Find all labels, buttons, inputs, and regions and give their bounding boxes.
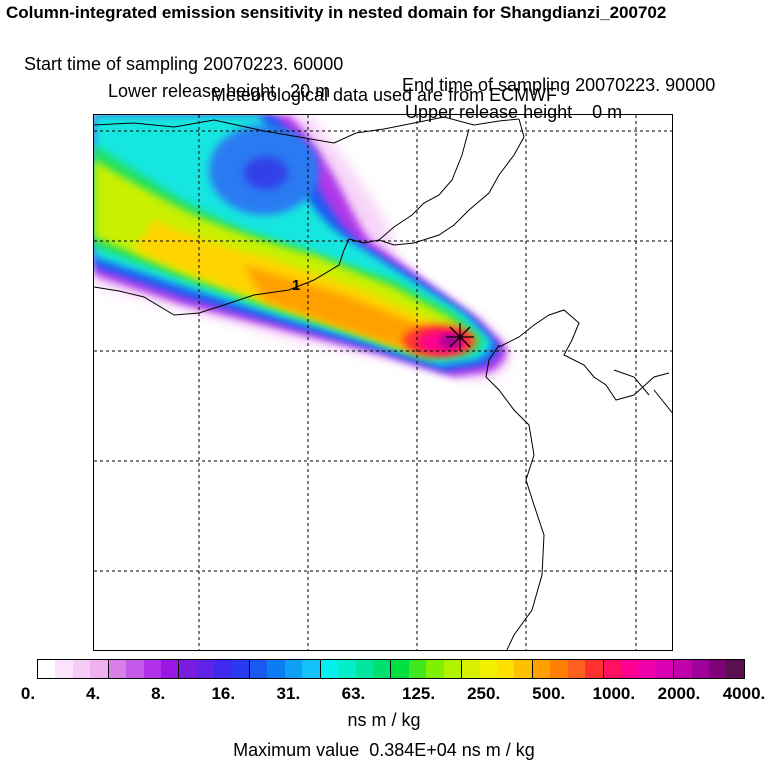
legend-swatch — [214, 660, 232, 678]
release-heights-row: Lower release height 20 m Upper release … — [0, 60, 768, 123]
legend-swatch — [391, 660, 409, 678]
sensitivity-map: 1 — [93, 114, 673, 651]
legend-swatch — [196, 660, 215, 678]
legend-tick-label: 125. — [401, 684, 436, 703]
legend-swatch — [426, 660, 444, 678]
legend-tick-labels: 0. 4. 8. 16. 31. 63. 125. 250. 500. 1000. 2000. 400… — [0, 684, 768, 706]
legend-unit-label: ns m / kg — [347, 710, 421, 730]
legend-swatch — [585, 660, 604, 678]
legend-tick-label: 4. — [85, 684, 101, 703]
legend-swatch — [143, 660, 161, 678]
legend-swatch — [550, 660, 568, 678]
lower-release-label: Lower release height 20 m — [108, 81, 331, 101]
legend-swatch — [250, 660, 268, 678]
legend-swatch — [267, 660, 285, 678]
legend-tick-label: 250. — [467, 684, 501, 703]
contour-label: 1 — [292, 277, 300, 294]
receptor-plus-marker — [446, 323, 474, 351]
legend-swatch — [691, 660, 710, 678]
legend-swatch — [638, 660, 656, 678]
legend-swatch — [284, 660, 303, 678]
legend-swatch — [38, 660, 56, 678]
legend-swatch — [726, 660, 744, 678]
legend-swatch — [709, 660, 727, 678]
legend-swatch — [408, 660, 427, 678]
legend-swatch — [72, 660, 91, 678]
legend-swatch — [90, 660, 109, 678]
legend-swatch — [532, 660, 551, 678]
color-legend — [37, 659, 745, 679]
legend-swatch — [373, 660, 392, 678]
legend-tick-label: 16. — [211, 684, 236, 703]
legend-swatch — [179, 660, 197, 678]
legend-swatch — [338, 660, 356, 678]
legend-tick-label: 1000. — [592, 684, 636, 703]
sampling-times-row: Start time of sampling 20070223. 60000 E… — [0, 33, 768, 96]
legend-swatch — [126, 660, 144, 678]
legend-tick-label: 0. — [20, 684, 36, 703]
legend-swatch — [320, 660, 339, 678]
legend-swatch — [231, 660, 251, 678]
legend-swatch — [655, 660, 675, 678]
legend-swatch — [443, 660, 463, 678]
legend-swatch — [160, 660, 180, 678]
legend-swatch — [479, 660, 497, 678]
legend-tick-label: 500. — [532, 684, 566, 703]
legend-swatch — [603, 660, 621, 678]
legend-tick-label: 4000. — [722, 684, 766, 703]
legend-tick-label: 63. — [341, 684, 366, 703]
legend-swatch — [55, 660, 73, 678]
legend-swatch — [108, 660, 127, 678]
legend-swatch — [496, 660, 515, 678]
legend-swatch — [567, 660, 586, 678]
legend-swatch — [514, 660, 533, 678]
plume-field — [94, 115, 511, 380]
legend-swatch — [462, 660, 480, 678]
end-time-label: End time of sampling 20070223. 90000 — [402, 75, 716, 95]
map-canvas: 1 — [94, 115, 672, 650]
plot-title: Column-integrated emission sensitivity i… — [6, 3, 667, 22]
legend-tick-label: 8. — [151, 684, 166, 703]
legend-swatch — [674, 660, 692, 678]
lat-lon-grid — [94, 115, 672, 650]
maximum-value-label: Maximum value 0.384E+04 ns m / kg — [233, 740, 535, 760]
legend-tick-label: 31. — [276, 684, 301, 703]
legend-swatch — [355, 660, 374, 678]
met-data-label: Meteorological data used are from ECMWF — [210, 85, 558, 105]
legend-swatch — [620, 660, 639, 678]
coastlines-borders — [94, 116, 672, 650]
start-time-label: Start time of sampling 20070223. 60000 — [24, 54, 344, 74]
legend-tick-label: 2000. — [657, 684, 701, 703]
legend-swatch — [302, 660, 321, 678]
